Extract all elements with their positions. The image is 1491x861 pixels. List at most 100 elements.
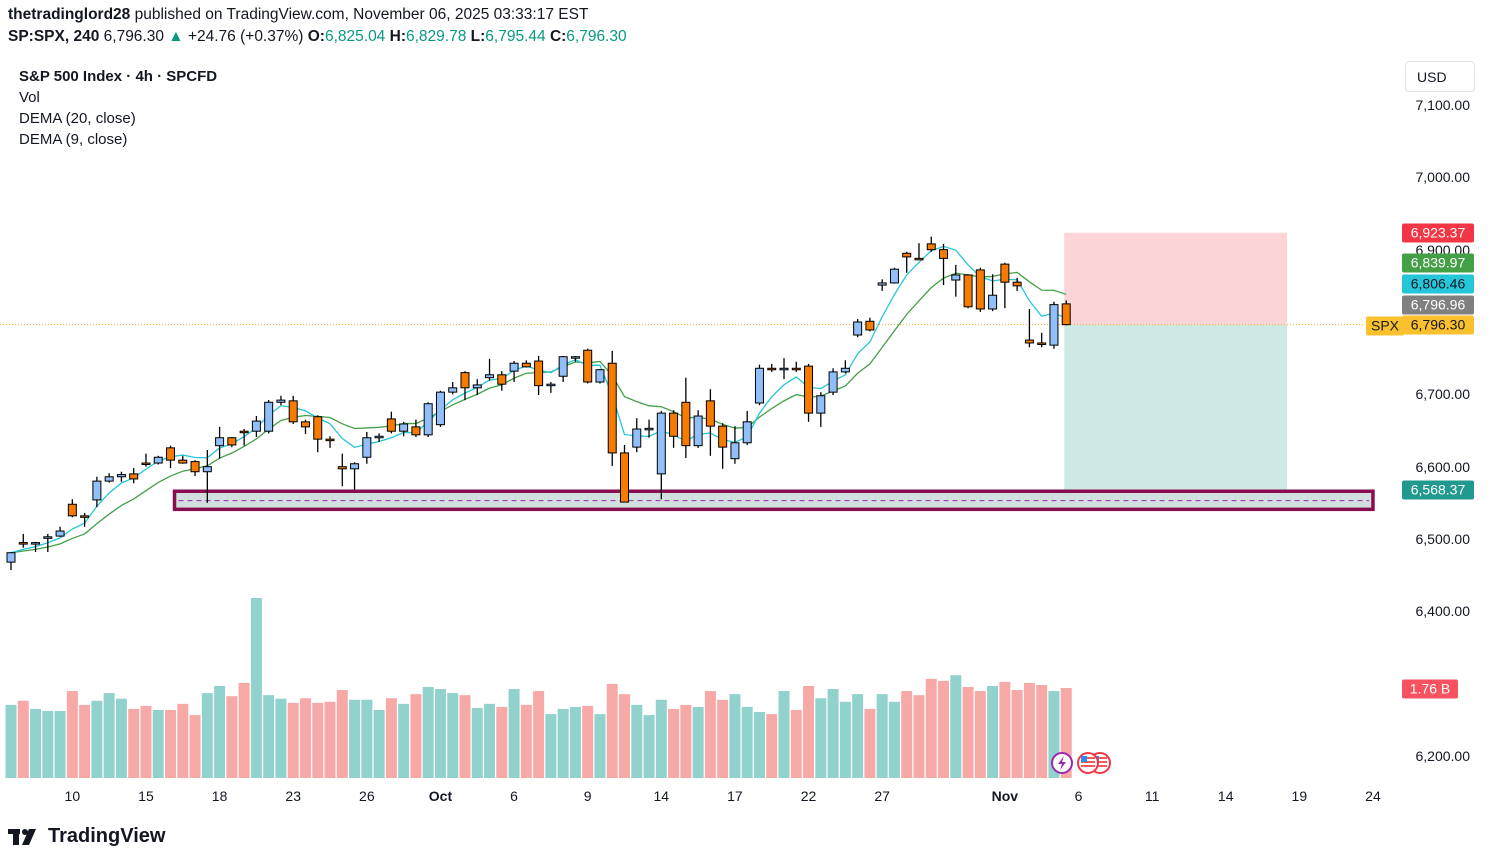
candle — [116, 471, 126, 482]
author-name[interactable]: thetradinglord28 — [8, 6, 131, 23]
candle — [754, 364, 764, 406]
candle-body — [988, 294, 998, 310]
candle — [166, 445, 176, 469]
volume-bar — [165, 709, 177, 778]
candle-body — [644, 427, 654, 431]
candle-body — [595, 369, 605, 383]
volume-bar — [1023, 682, 1035, 778]
volume-bar — [422, 686, 434, 778]
candle-body — [227, 437, 237, 446]
candle-body — [816, 395, 826, 414]
volume-bar — [201, 693, 213, 778]
publish-line: thetradinglord28 published on TradingVie… — [8, 6, 588, 24]
candle-body — [914, 257, 924, 261]
candle-body — [620, 452, 629, 503]
candle-body — [1012, 281, 1022, 287]
volume-bar — [582, 705, 594, 778]
time-tick-label: 17 — [727, 788, 743, 804]
last-price-label: 6,796.30 — [1402, 315, 1474, 335]
candle-body — [1061, 303, 1071, 326]
candle — [6, 551, 16, 571]
time-tick-label: 19 — [1291, 788, 1308, 804]
candle-body — [1037, 342, 1047, 345]
legend-dema-20[interactable]: DEMA (20, close) — [19, 110, 136, 127]
candle — [730, 426, 740, 464]
volume-bar — [790, 709, 802, 778]
volume-bar — [839, 701, 851, 778]
last-price: 6,796.30 — [103, 28, 164, 45]
currency-button[interactable]: USD — [1405, 61, 1475, 92]
candle — [804, 363, 814, 422]
legend-dema-9[interactable]: DEMA (9, close) — [19, 131, 128, 148]
candle — [705, 389, 715, 456]
price-tick-label: 6,700.00 — [1415, 386, 1471, 403]
candle — [902, 251, 912, 273]
candle — [742, 410, 752, 445]
price-tick-label: 7,000.00 — [1415, 169, 1471, 186]
candle — [1024, 308, 1034, 348]
candle — [669, 410, 679, 448]
time-tick-label: 6 — [1074, 788, 1083, 804]
candle — [816, 392, 826, 427]
candle — [374, 433, 384, 443]
volume-bar — [557, 708, 569, 778]
candle — [1037, 332, 1047, 348]
candle-body — [1000, 263, 1010, 283]
candle — [1049, 301, 1059, 349]
flag-stripe — [1081, 757, 1095, 759]
low-label: L: — [470, 28, 486, 45]
candle — [215, 426, 225, 459]
candle-body — [411, 426, 421, 436]
volume-bar — [827, 689, 839, 778]
time-tick-label: 11 — [1144, 788, 1160, 804]
candle — [914, 243, 924, 261]
candle-body — [558, 356, 568, 377]
candle — [926, 236, 936, 252]
legend-title[interactable]: S&P 500 Index · 4h · SPCFD — [19, 68, 218, 85]
volume-bar — [888, 701, 900, 778]
candle-body — [190, 461, 200, 473]
legend-volume[interactable]: Vol — [19, 89, 40, 106]
candle — [485, 358, 495, 381]
time-tick-label: 14 — [653, 788, 670, 804]
candle — [620, 444, 629, 503]
candle — [975, 267, 985, 312]
candle-body — [779, 367, 789, 371]
time-tick-label: 24 — [1365, 788, 1381, 804]
time-tick-label: 27 — [874, 788, 890, 804]
volume-bar — [275, 698, 287, 778]
candle-body — [67, 503, 77, 517]
candle-body — [804, 365, 814, 414]
candle-body — [92, 480, 102, 501]
candle — [202, 450, 212, 503]
candle — [386, 411, 396, 434]
candle-body — [546, 383, 556, 387]
volume-bar — [753, 712, 765, 778]
candle-body — [963, 274, 973, 308]
candle-body — [43, 536, 53, 539]
candle — [92, 476, 102, 508]
volume-bar — [508, 689, 520, 778]
candle-body — [718, 425, 728, 448]
candle — [570, 355, 580, 362]
candle — [190, 460, 200, 477]
volume-bar — [250, 598, 262, 778]
candle — [460, 371, 470, 401]
candle-body — [840, 367, 850, 373]
low-value: 6,795.44 — [485, 28, 546, 45]
time-tick-label: 14 — [1217, 788, 1234, 804]
volume-bar — [668, 708, 680, 778]
volume-bar — [361, 699, 373, 778]
volume-bar — [410, 694, 422, 778]
volume-bar — [484, 703, 496, 778]
tradingview-logo[interactable]: TradingView — [8, 825, 165, 848]
candle-body — [742, 421, 752, 444]
stop-price-label: 6,923.37 — [1402, 223, 1474, 243]
open-value: 6,825.04 — [324, 28, 386, 45]
candle — [362, 431, 372, 464]
volume-bar — [852, 694, 864, 778]
lightning-icon — [1058, 756, 1066, 770]
candle-body — [141, 462, 151, 466]
volume-bar — [729, 694, 741, 778]
